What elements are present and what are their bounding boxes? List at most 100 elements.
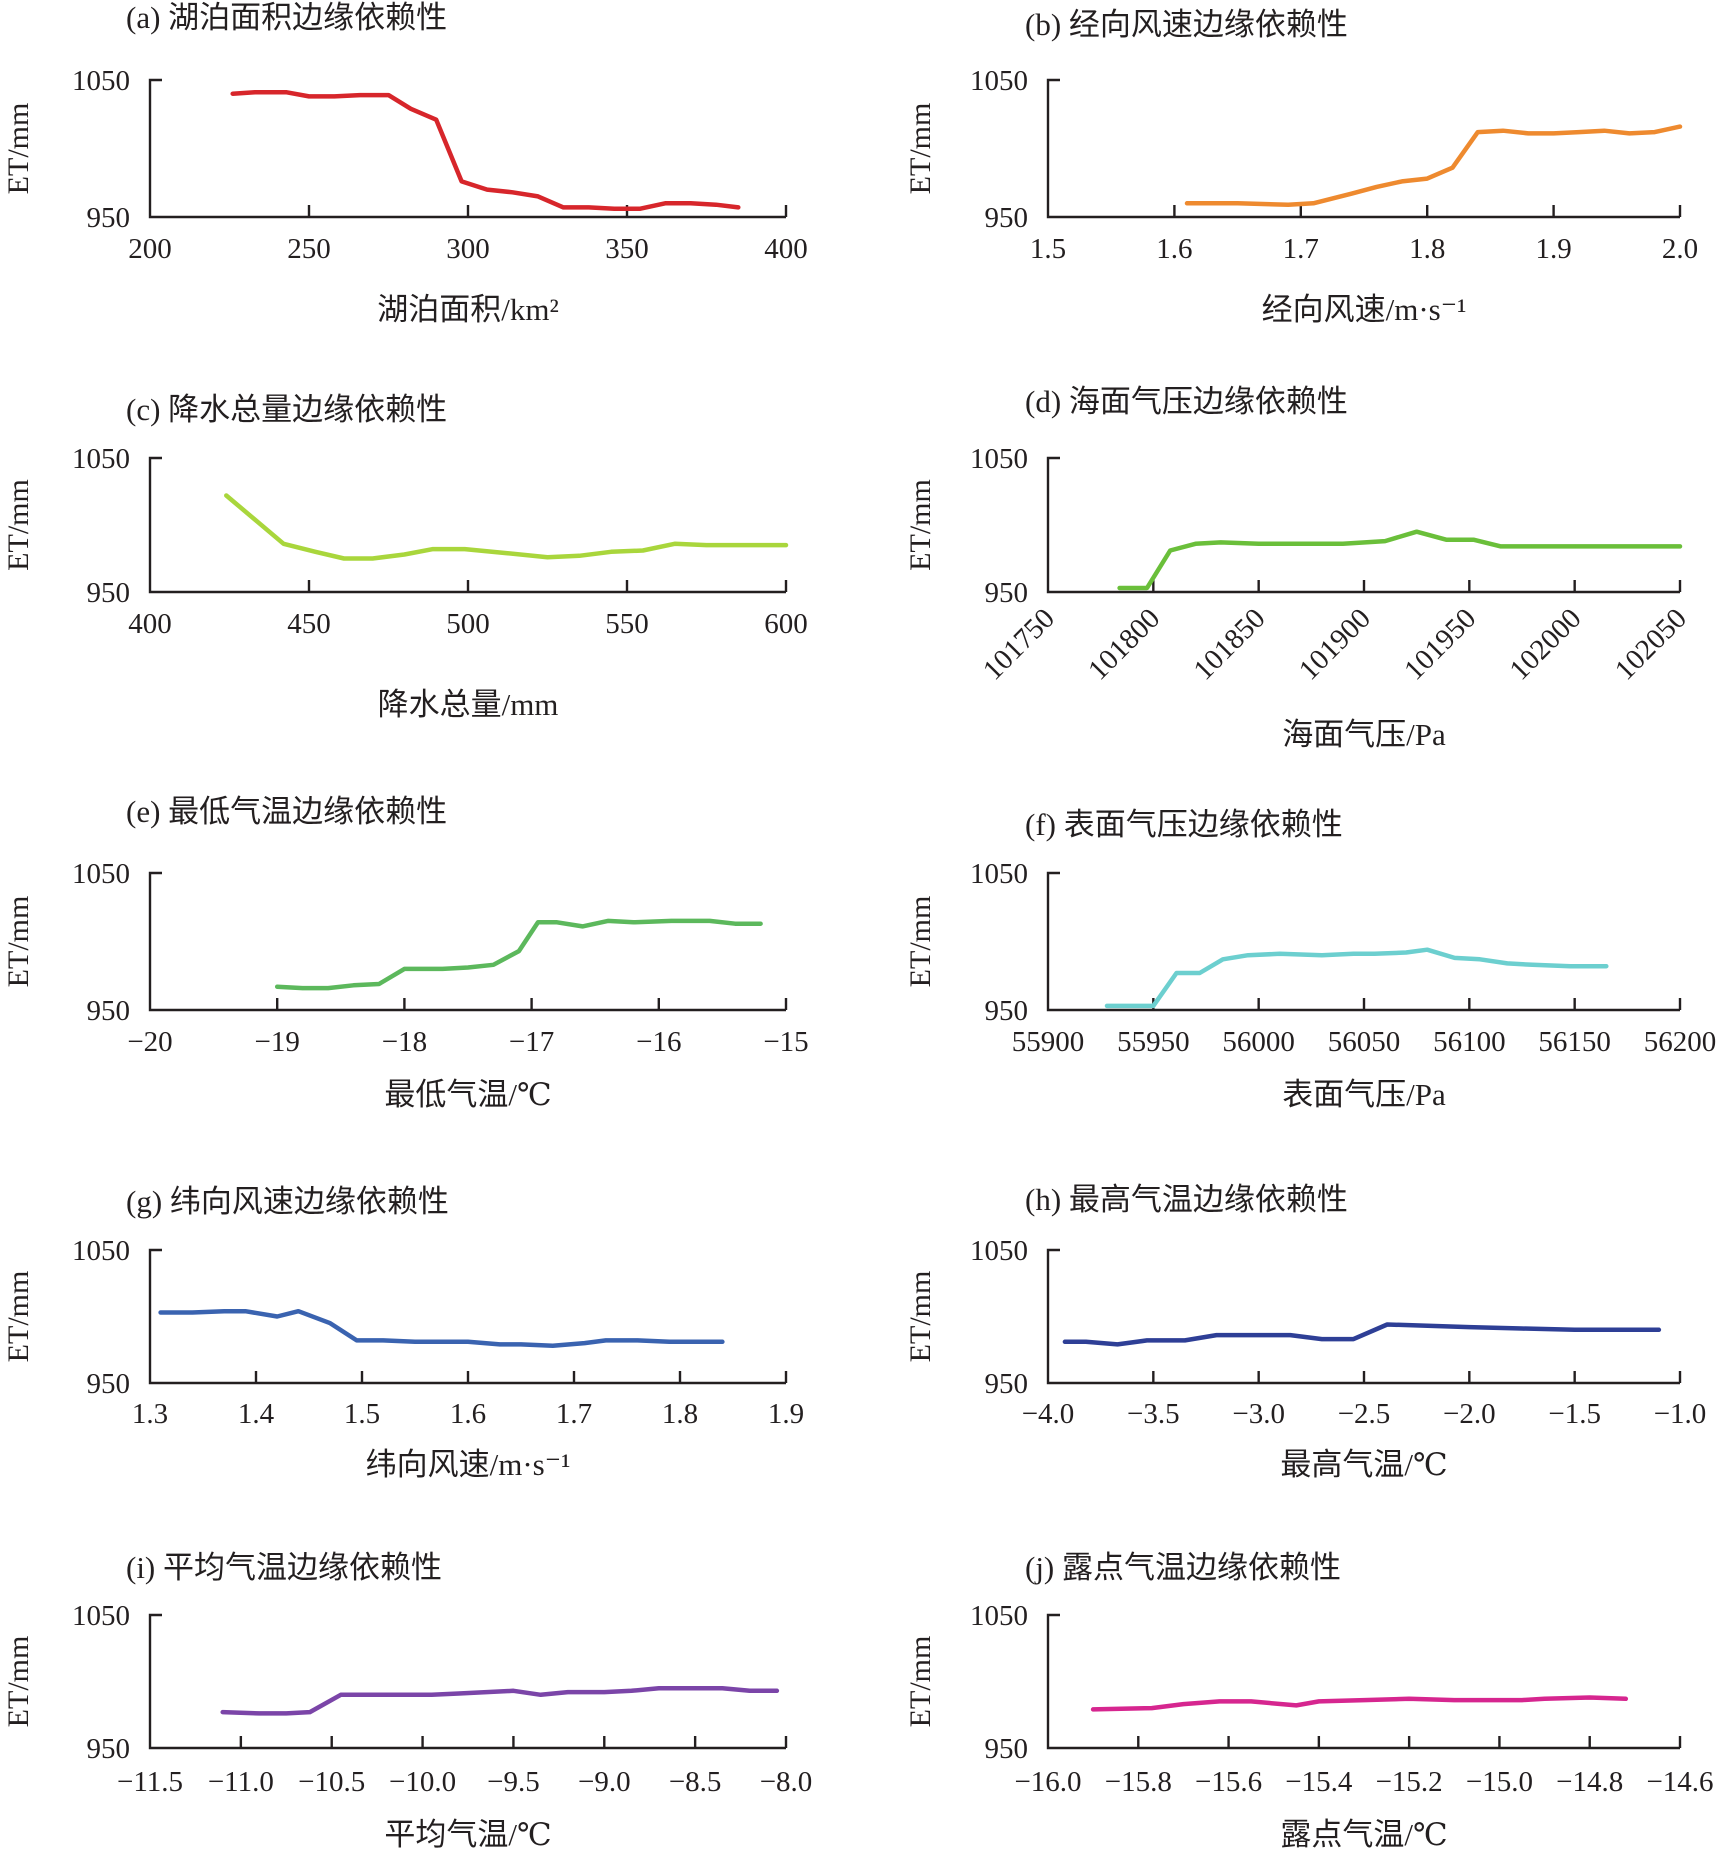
- x-tick-label: 1.9: [1535, 233, 1571, 265]
- data-point: [602, 1690, 606, 1694]
- chart-title: (g) 纬向风速边缘依赖性: [126, 1184, 449, 1219]
- data-point: [1552, 131, 1556, 135]
- x-tick-label: 250: [287, 233, 331, 265]
- data-point: [519, 1342, 523, 1346]
- data-point: [604, 1338, 608, 1342]
- data-point: [1236, 201, 1240, 205]
- data-point: [1257, 542, 1261, 546]
- chart-panel-i: (i) 平均气温边缘依赖性 ET/mm 950 1050 −11.5 −11.0 −10.5…: [0, 1510, 860, 1870]
- x-axis-label: 经向风速/m·s⁻¹: [1262, 292, 1467, 327]
- chart-svg-i: (i) 平均气温边缘依赖性 ET/mm 950 1050 −11.5 −11.0 −10.5…: [2, 1550, 813, 1852]
- data-point: [1175, 971, 1179, 975]
- data-point: [1657, 1328, 1661, 1332]
- data-point: [577, 554, 581, 558]
- data-point: [313, 550, 317, 554]
- axis-lines: [148, 1248, 786, 1385]
- data-point: [641, 548, 645, 552]
- data-point: [1084, 1340, 1088, 1344]
- x-tick-label: 1.8: [1409, 233, 1445, 265]
- x-tick-label: −8.0: [760, 1766, 813, 1798]
- y-axis-label: ET/mm: [904, 1636, 937, 1728]
- x-tick-label: 56050: [1328, 1026, 1401, 1058]
- data-point: [587, 205, 591, 209]
- axis-lines: [148, 1613, 786, 1750]
- data-point: [1453, 956, 1457, 960]
- data-point: [1526, 131, 1530, 135]
- data-point: [566, 1690, 570, 1694]
- data-point: [457, 1691, 461, 1695]
- chart-title: (b) 经向风速边缘依赖性: [1025, 7, 1348, 42]
- data-point: [1257, 1333, 1261, 1337]
- data-point: [257, 1711, 261, 1715]
- data-point: [384, 1693, 388, 1697]
- y-tick-label: 950: [87, 995, 131, 1027]
- chart-title: (h) 最高气温边缘依赖性: [1025, 1182, 1348, 1217]
- x-tick-label: 101950: [1398, 602, 1482, 686]
- data-point: [1573, 1328, 1577, 1332]
- data-point: [1105, 1004, 1109, 1008]
- data-point: [402, 552, 406, 556]
- data-point: [561, 205, 565, 209]
- data-point: [1351, 1337, 1355, 1341]
- data-point: [221, 1710, 225, 1714]
- chart-title: (a) 湖泊面积边缘依赖性: [126, 0, 447, 35]
- data-point: [1373, 952, 1377, 956]
- axis-lines: [1046, 456, 1680, 594]
- series-line-f: [1104, 947, 1609, 1009]
- chart-title: (d) 海面气压边缘依赖性: [1025, 384, 1348, 419]
- data-point: [1317, 1699, 1321, 1703]
- chart-panel-b: (b) 经向风速边缘依赖性 ET/mm 950 1050 1.5 1.6 1.7 1.8 1.9…: [860, 0, 1720, 360]
- chart-svg-a: (a) 湖泊面积边缘依赖性 ET/mm 950 1050 200 250 300 350 400…: [2, 0, 808, 327]
- data-point: [1218, 1699, 1222, 1703]
- data-point: [342, 557, 346, 560]
- series-line-i: [220, 1685, 780, 1716]
- x-tick-label: 56100: [1433, 1026, 1506, 1058]
- data-point: [1588, 1695, 1592, 1699]
- chart-panel-g: (g) 纬向风速边缘依赖性 ET/mm 950 1050 1.3 1.4 1.5 1.6 1.7…: [0, 1150, 860, 1510]
- data-point: [752, 543, 756, 547]
- axis-lines: [148, 78, 786, 219]
- data-point: [1407, 1697, 1411, 1701]
- data-point: [284, 1711, 288, 1715]
- data-point: [358, 93, 362, 97]
- data-point: [339, 1693, 343, 1697]
- data-point: [1320, 1337, 1324, 1341]
- data-point: [667, 1340, 671, 1344]
- data-point: [536, 920, 540, 924]
- data-point: [1185, 201, 1189, 205]
- data-point: [224, 494, 228, 498]
- axis-lines: [1046, 78, 1680, 219]
- y-tick-label: 1050: [970, 858, 1028, 890]
- y-tick-label: 1050: [72, 1235, 130, 1267]
- x-tick-label: −14.6: [1646, 1766, 1713, 1798]
- x-tick-label: −8.5: [669, 1766, 722, 1798]
- x-tick-label: −14.8: [1556, 1766, 1623, 1798]
- data-point: [784, 543, 788, 547]
- data-point: [630, 1689, 634, 1693]
- data-point: [670, 919, 674, 923]
- data-point: [1415, 530, 1419, 534]
- data-point: [1286, 203, 1290, 207]
- x-tick-label: 1.5: [1030, 233, 1066, 265]
- data-point: [231, 92, 235, 96]
- x-tick-label: 1.7: [1283, 233, 1319, 265]
- data-point: [491, 963, 495, 967]
- chart-svg-h: (h) 最高气温边缘依赖性 ET/mm 950 1050 −4.0 −3.5 −3.0 −2.…: [904, 1182, 1707, 1482]
- data-point: [1678, 125, 1682, 129]
- data-point: [253, 90, 257, 94]
- data-point: [282, 542, 286, 546]
- x-tick-label: −16: [636, 1026, 681, 1058]
- x-axis-label: 纬向风速/m·s⁻¹: [366, 1447, 571, 1482]
- chart-title: (c) 降水总量边缘依赖性: [126, 392, 447, 427]
- x-tick-label: −19: [255, 1026, 300, 1058]
- data-point: [466, 1340, 470, 1344]
- x-tick-label: 102000: [1503, 602, 1587, 686]
- data-point: [1476, 130, 1480, 134]
- x-tick-label: 101900: [1293, 602, 1377, 686]
- data-point: [638, 207, 642, 211]
- x-tick-label: −1.0: [1654, 1398, 1707, 1430]
- data-point: [1678, 544, 1682, 548]
- data-point: [1168, 548, 1172, 552]
- data-point: [308, 1710, 312, 1714]
